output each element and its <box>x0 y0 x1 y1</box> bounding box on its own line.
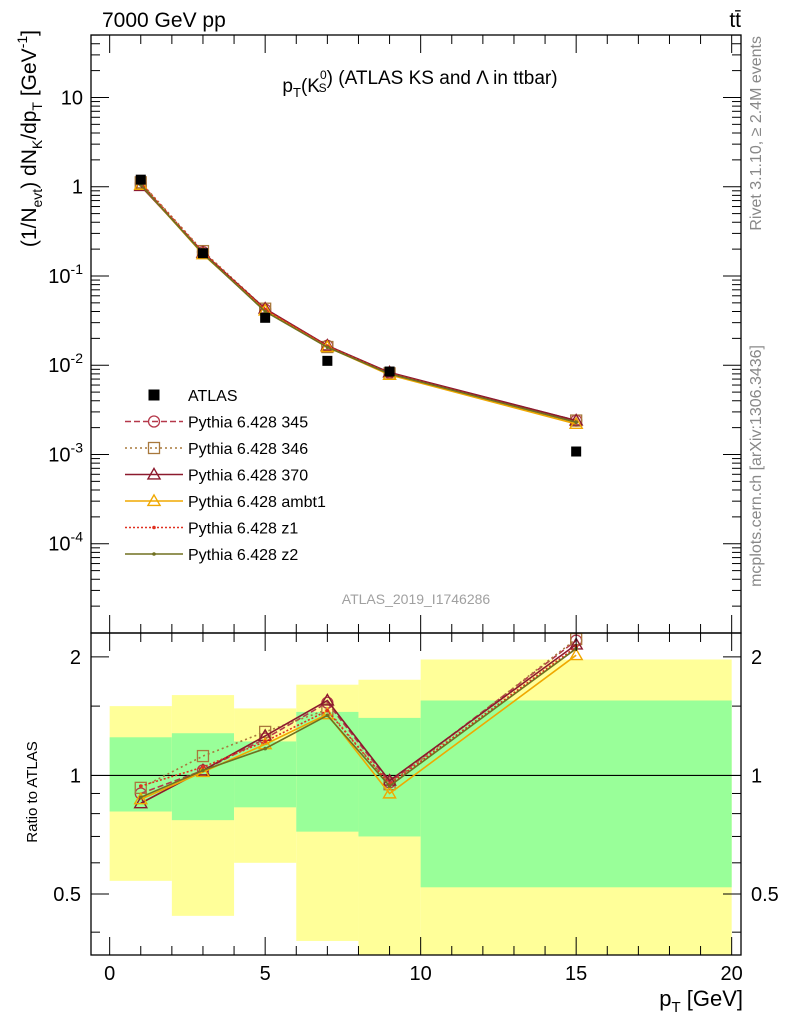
ratio-marker-5-3 <box>325 713 330 718</box>
ratio-marker-2-3 <box>320 693 335 706</box>
data-point-1 <box>197 248 208 259</box>
ratio-marker-3-5 <box>568 647 584 661</box>
ratio-xtick-label: 10 <box>410 963 432 985</box>
main-ytick-label: 1 <box>72 177 83 199</box>
ratio-marker-5-2 <box>263 746 267 751</box>
legend-label-2: Pythia 6.428 346 <box>188 441 308 458</box>
main-ytick-label: 10-3 <box>48 439 83 466</box>
ratio-marker-3-4 <box>382 786 397 799</box>
ratio-line-4 <box>140 646 577 787</box>
main-ytick-label: 10-1 <box>48 261 83 288</box>
data-point-5 <box>571 446 582 457</box>
ratio-xtick-label: 20 <box>721 963 743 985</box>
data-point-3 <box>322 355 333 366</box>
ratio-marker-4-2 <box>263 739 267 744</box>
plot-title: pT(K0 S) (ATLAS KS and Λ in ttbar) <box>282 68 557 100</box>
data-point-2 <box>260 312 271 323</box>
ratio-marker-5-0 <box>138 795 143 800</box>
ratio-ytick-label: 2 <box>70 647 81 669</box>
main-marker-3-5 <box>568 416 584 430</box>
main-marker-5-5 <box>574 420 578 425</box>
legend-marker-2 <box>147 441 161 455</box>
main-line-0 <box>140 183 577 422</box>
legend-marker-5 <box>152 525 156 530</box>
ratio-xtick-label: 0 <box>104 963 115 985</box>
legend-marker-1 <box>147 415 161 428</box>
rivet-note: Rivet 3.1.10, ≥ 2.4M events <box>748 36 765 231</box>
main-ytick-label: 10-2 <box>48 350 83 377</box>
main-marker-5-2 <box>263 309 267 314</box>
ratio-ytick-label: 0.5 <box>53 884 81 906</box>
inner-band-3 <box>296 711 359 832</box>
ratio-marker-5-4 <box>387 784 392 788</box>
analysis-id: ATLAS_2019_I1746286 <box>342 591 491 607</box>
ratio-marker-2-0 <box>133 795 149 809</box>
legend-marker-4 <box>146 493 162 507</box>
legend-label-5: Pythia 6.428 z1 <box>188 521 298 538</box>
main-y-label: (1/Nevt) dNK/dpT [GeV-1] <box>14 30 45 247</box>
inner-band-2 <box>234 741 297 808</box>
main-line-4 <box>140 182 577 423</box>
legend-label-4: Pythia 6.428 ambt1 <box>188 494 326 511</box>
legend-label-6: Pythia 6.428 z2 <box>188 547 298 564</box>
ratio-line-3 <box>140 654 577 801</box>
ratio-marker-5-1 <box>201 768 205 773</box>
main-plot: 10 1 10-1 10-2 10-3 10-4 <box>48 34 742 634</box>
data-point-0 <box>135 174 146 185</box>
legend-label-3: Pythia 6.428 370 <box>188 468 308 485</box>
data-point-4 <box>384 366 395 377</box>
legend-marker-3 <box>146 467 162 480</box>
ratio-line-5 <box>140 647 577 799</box>
main-line-5 <box>140 184 577 423</box>
main-frame <box>90 34 742 634</box>
ratio-plot: 0.5 0.51 12 20 5 10 15 20 <box>53 632 779 985</box>
legend-label-1: Pythia 6.428 345 <box>188 415 308 432</box>
inner-band-0 <box>109 737 172 812</box>
legend-marker-0 <box>148 389 160 401</box>
ratio-marker-4-0 <box>138 784 143 788</box>
ratio-ytick-label-right: 2 <box>751 647 762 669</box>
ratio-marker-4-3 <box>325 708 330 713</box>
ratio-marker-1-1 <box>196 749 210 763</box>
main-ytick-label: 10-4 <box>48 529 83 556</box>
ratio-xtick-label: 15 <box>565 963 587 985</box>
ratio-marker-4-1 <box>201 765 205 769</box>
ratio-y-label: Ratio to ATLAS <box>24 741 41 842</box>
legend-label-0: ATLAS <box>188 388 238 405</box>
main-line-2 <box>140 185 577 422</box>
ratio-ytick-label-right: 0.5 <box>751 884 779 906</box>
main-marker-2-5 <box>568 413 584 426</box>
ratio-frame <box>90 632 742 956</box>
x-axis-label: pT [GeV] <box>659 986 743 1016</box>
legend-marker-6 <box>152 552 156 556</box>
ratio-ytick-label-right: 1 <box>751 765 762 787</box>
main-ytick-label: 10 <box>61 87 83 109</box>
mcplots-note: mcplots.cern.ch [arXiv:1306.3436] <box>748 345 765 587</box>
main-line-1 <box>140 181 577 422</box>
header-right: tt̄ <box>729 9 741 32</box>
header-left: 7000 GeV pp <box>102 9 226 32</box>
legend: ATLAS Pythia 6.428 345 Pythia 6.428 346 Pyt… <box>125 388 326 564</box>
main-marker-5-3 <box>325 345 330 350</box>
ratio-ytick-label: 1 <box>70 765 81 787</box>
ratio-xtick-label: 5 <box>260 963 271 985</box>
ratio-marker-3-0 <box>133 791 149 805</box>
